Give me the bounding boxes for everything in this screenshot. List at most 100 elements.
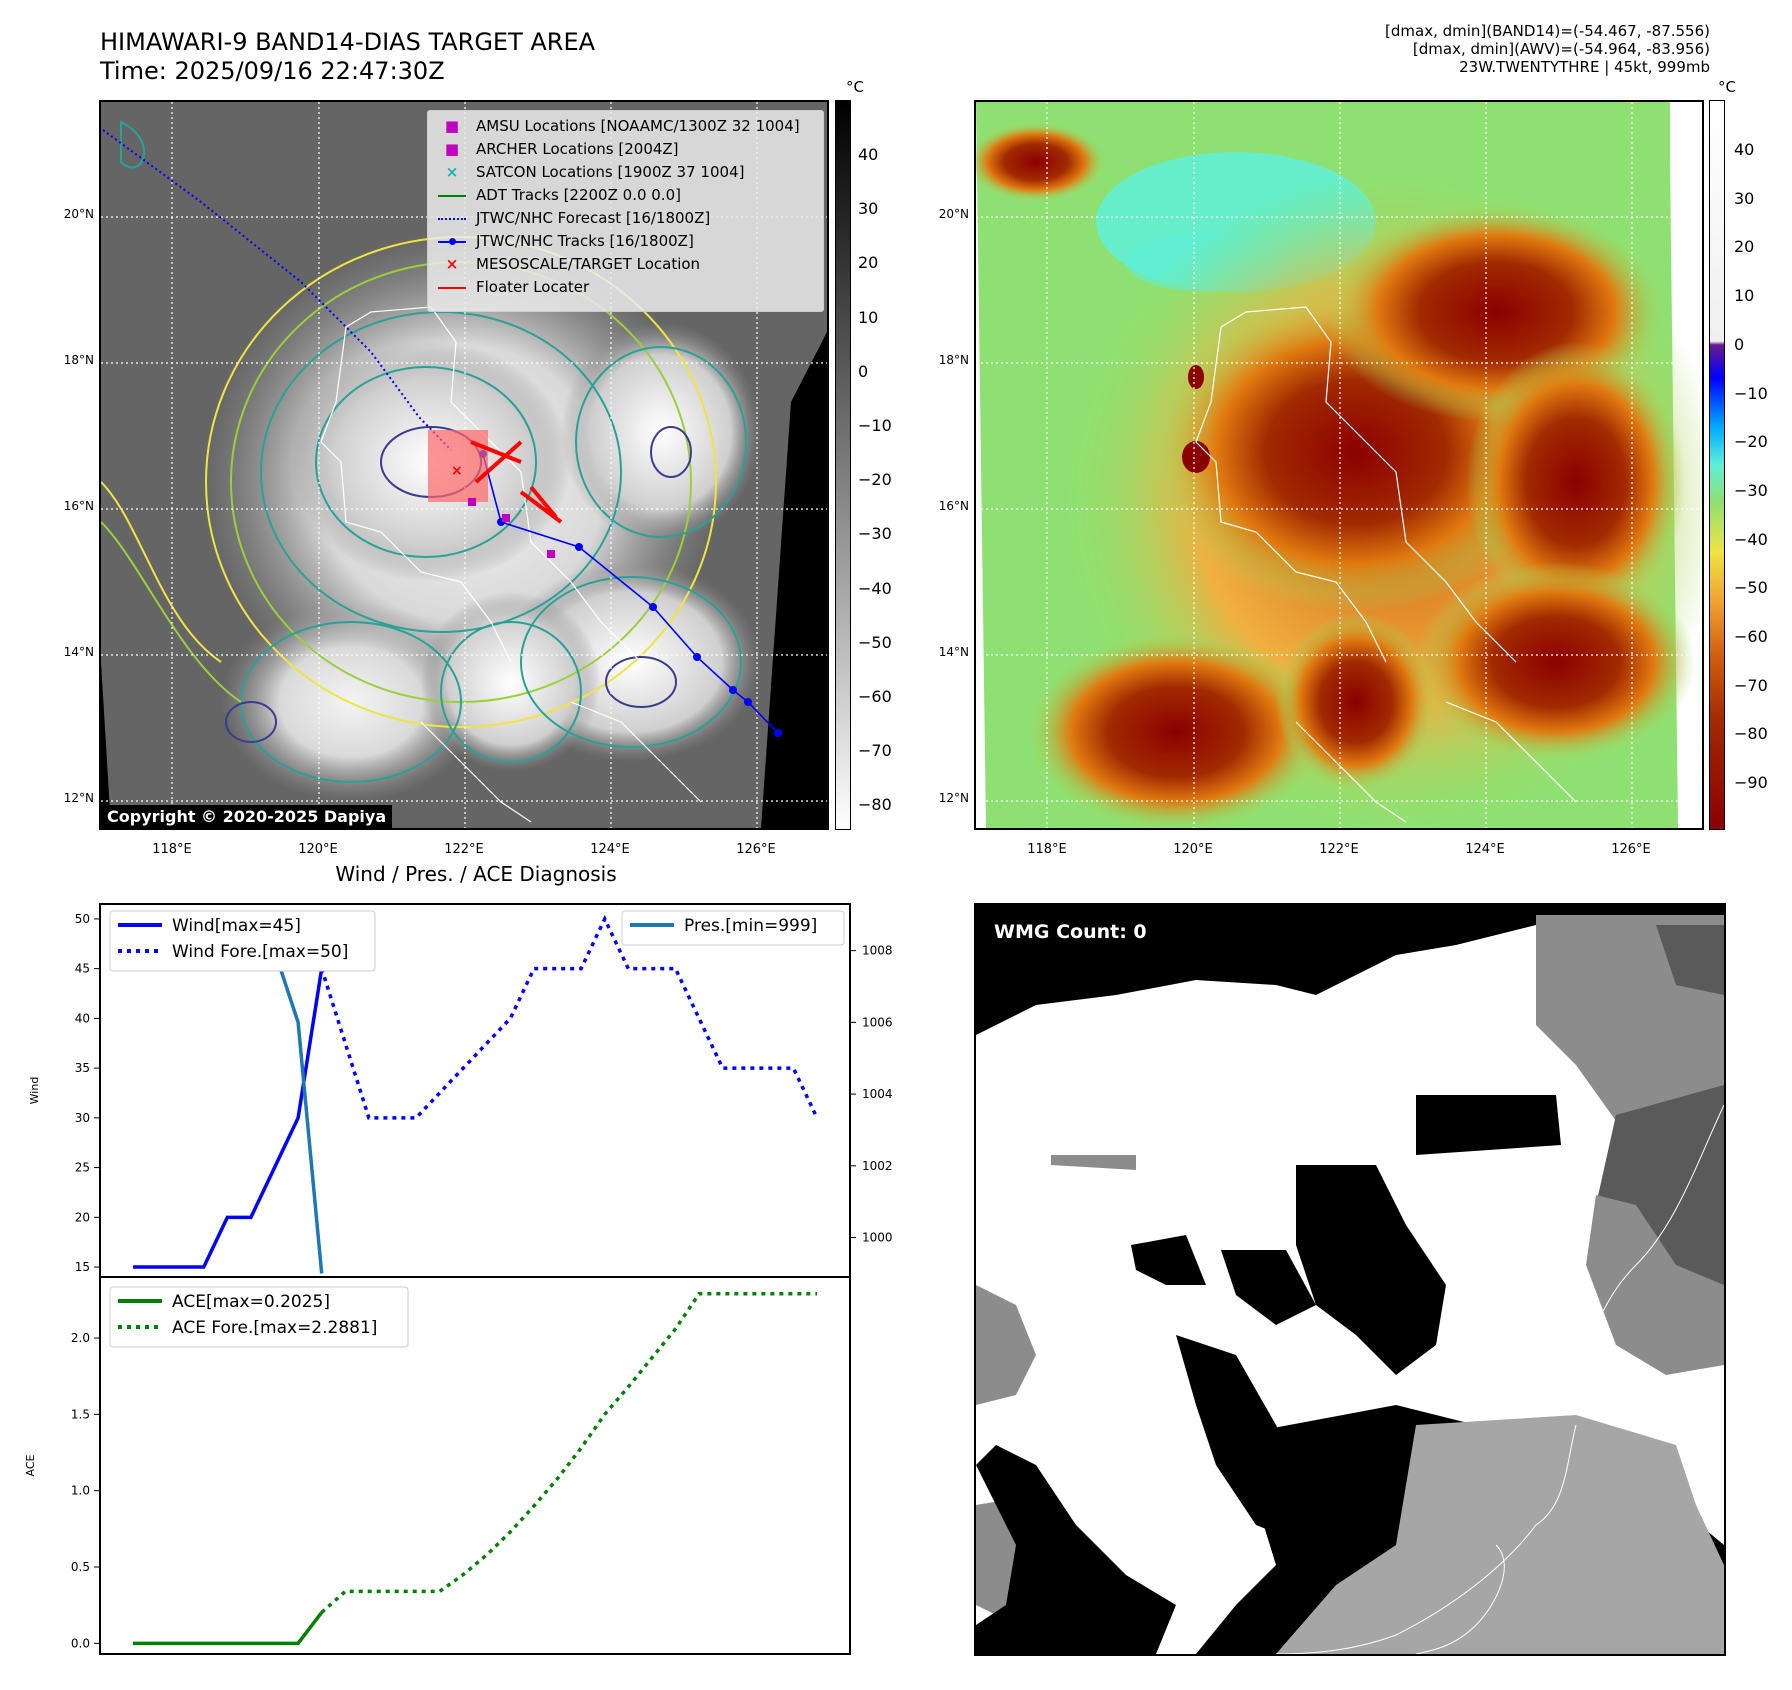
lat-tick-label: 20°N bbox=[938, 207, 969, 221]
legend-entry: ■ AMSU Locations [NOAAMC/1300Z 32 1004] bbox=[434, 117, 800, 135]
legend-entry: ADT Tracks [2200Z 0.0 0.0] bbox=[434, 186, 681, 204]
ir-map-panel: × ■ AMSU Locations [NOAAMC/1300Z 32 1004]… bbox=[99, 100, 829, 830]
legend-symbol bbox=[434, 278, 470, 296]
lat-tick-label: 18°N bbox=[938, 353, 969, 367]
lon-tick-label: 120°E bbox=[1173, 842, 1213, 857]
colorbar-tick-label: 20 bbox=[858, 253, 879, 273]
colorbar-tick-label: 10 bbox=[858, 307, 879, 327]
legend-text: Pres.[min=999] bbox=[684, 916, 817, 936]
legend-label: ADT Tracks [2200Z 0.0 0.0] bbox=[476, 186, 681, 204]
colorbar-tick-label: 10 bbox=[1734, 286, 1755, 306]
legend-label: JTWC/NHC Forecast [16/1800Z] bbox=[476, 209, 711, 227]
figure-timestamp: Time: 2025/09/16 22:47:30Z bbox=[100, 57, 445, 85]
lat-tick-label: 20°N bbox=[63, 207, 94, 221]
dmax-dmin-awv: [dmax, dmin](AWV)=(-54.964, -83.956) bbox=[1412, 40, 1710, 58]
colorbar-tick-label: −10 bbox=[1734, 383, 1768, 403]
colorbar-tick-label: −50 bbox=[858, 632, 892, 652]
pressure-legend bbox=[621, 910, 845, 946]
legend-text: Wind Fore.[max=50] bbox=[172, 942, 348, 962]
lat-tick-label: 14°N bbox=[938, 645, 969, 659]
colorbar-tick-label: −40 bbox=[1734, 529, 1768, 549]
legend-symbol bbox=[434, 209, 470, 227]
gray-colorbar bbox=[835, 100, 851, 830]
copyright-label: Copyright © 2020-2025 Dapiya bbox=[101, 805, 393, 828]
ace-y-tick-label: 1.0 bbox=[71, 1484, 90, 1498]
pressure-y-tick-label: 1002 bbox=[862, 1159, 893, 1173]
pressure-y-tick-label: 1004 bbox=[862, 1087, 893, 1101]
colorbar-tick-label: 30 bbox=[858, 199, 879, 219]
colorbar-tick-label: −60 bbox=[858, 687, 892, 706]
series-line-1 bbox=[320, 914, 819, 1120]
legend-symbol bbox=[434, 232, 470, 250]
lon-tick-label: 124°E bbox=[1465, 842, 1505, 857]
wind-y-tick-label: 30 bbox=[75, 1111, 90, 1125]
legend-entry: JTWC/NHC Tracks [16/1800Z] bbox=[434, 232, 694, 250]
colorbar-tick-label: 0 bbox=[858, 361, 869, 381]
wind-y-tick-label: 25 bbox=[75, 1161, 90, 1175]
wind-legend bbox=[109, 910, 376, 972]
legend-label: ARCHER Locations [2004Z] bbox=[476, 140, 679, 158]
legend-symbol bbox=[434, 186, 470, 204]
legend-symbol: ■ bbox=[444, 117, 460, 135]
wind-y-tick-label: 50 bbox=[75, 912, 90, 926]
lat-tick-label: 14°N bbox=[63, 645, 94, 659]
legend-label: JTWC/NHC Tracks [16/1800Z] bbox=[476, 232, 694, 250]
pressure-y-tick-label: 1008 bbox=[862, 944, 893, 958]
lon-tick-label: 118°E bbox=[1027, 842, 1067, 857]
map-legend: ■ AMSU Locations [NOAAMC/1300Z 32 1004] ■ A… bbox=[427, 110, 824, 312]
color-colorbar-unit: °C bbox=[1718, 78, 1736, 96]
colorbar-tick-label: −70 bbox=[858, 741, 892, 761]
legend-text: ACE[max=0.2025] bbox=[172, 1292, 330, 1312]
legend-label: AMSU Locations [NOAAMC/1300Z 32 1004] bbox=[476, 117, 800, 135]
colorbar-tick-label: 40 bbox=[858, 145, 879, 164]
storm-info: 23W.TWENTYTHRE | 45kt, 999mb bbox=[1459, 58, 1710, 76]
ace-y-tick-label: 2.0 bbox=[71, 1331, 90, 1345]
dmax-dmin-band14: [dmax, dmin](BAND14)=(-54.467, -87.556) bbox=[1385, 22, 1710, 40]
lat-tick-label: 16°N bbox=[938, 499, 969, 513]
colorbar-tick-label: −10 bbox=[858, 416, 892, 435]
colorbar-tick-label: −60 bbox=[1734, 627, 1768, 646]
wmg-panel: WMG Count: 0 bbox=[974, 903, 1726, 1656]
colorbar-tick-label: −70 bbox=[1734, 675, 1768, 695]
legend-text: ACE Fore.[max=2.2881] bbox=[172, 1318, 377, 1338]
wind-y-tick-label: 45 bbox=[75, 962, 90, 976]
colorbar-tick-label: −80 bbox=[858, 795, 892, 815]
colorbar-tick-label: 40 bbox=[1734, 140, 1755, 159]
legend-symbol: ■ bbox=[444, 140, 460, 158]
legend-entry: JTWC/NHC Forecast [16/1800Z] bbox=[434, 209, 710, 227]
color-map-panel bbox=[974, 100, 1704, 830]
wind-y-tick-label: 35 bbox=[75, 1061, 90, 1075]
colorbar-tick-label: −90 bbox=[1734, 773, 1768, 793]
legend-symbol: × bbox=[445, 255, 459, 273]
svg-text:×: × bbox=[451, 463, 463, 479]
lon-tick-label: 122°E bbox=[444, 842, 484, 857]
legend-entry: × MESOSCALE/TARGET Location bbox=[434, 255, 700, 273]
pressure-y-tick-label: 1000 bbox=[862, 1231, 893, 1245]
legend-entry: ■ ARCHER Locations [2004Z] bbox=[434, 140, 679, 158]
colorbar-tick-label: −80 bbox=[1734, 724, 1768, 744]
colorbar-tick-label: −40 bbox=[858, 578, 892, 598]
lat-tick-label: 18°N bbox=[63, 353, 94, 367]
wind-y-tick-label: 15 bbox=[75, 1260, 90, 1274]
ace-plot-frame bbox=[99, 1276, 851, 1655]
pressure-y-tick-label: 1006 bbox=[862, 1015, 893, 1029]
colorbar-tick-label: −30 bbox=[858, 524, 892, 544]
color-map-image bbox=[976, 102, 1702, 828]
ace-series-line-1 bbox=[320, 1292, 817, 1614]
legend-label: SATCON Locations [1900Z 37 1004] bbox=[476, 163, 745, 181]
ace-y-tick-label: 1.5 bbox=[71, 1407, 90, 1421]
ace-y-tick-label: 0.5 bbox=[71, 1560, 90, 1574]
lon-tick-label: 118°E bbox=[152, 842, 192, 857]
ace-legend bbox=[109, 1286, 409, 1348]
wind-axis-label: Wind bbox=[28, 1077, 41, 1105]
legend-label: Floater Locater bbox=[476, 278, 590, 296]
colorbar-tick-label: −30 bbox=[1734, 480, 1768, 500]
legend-symbol: × bbox=[445, 163, 459, 181]
wmg-count-label: WMG Count: 0 bbox=[994, 921, 1147, 943]
lon-tick-label: 120°E bbox=[298, 842, 338, 857]
legend-label: MESOSCALE/TARGET Location bbox=[476, 255, 701, 273]
lon-tick-label: 126°E bbox=[736, 842, 776, 857]
colorbar-tick-label: 30 bbox=[1734, 188, 1755, 208]
gray-colorbar-unit: °C bbox=[846, 78, 864, 96]
colorbar-tick-label: −50 bbox=[1734, 578, 1768, 598]
